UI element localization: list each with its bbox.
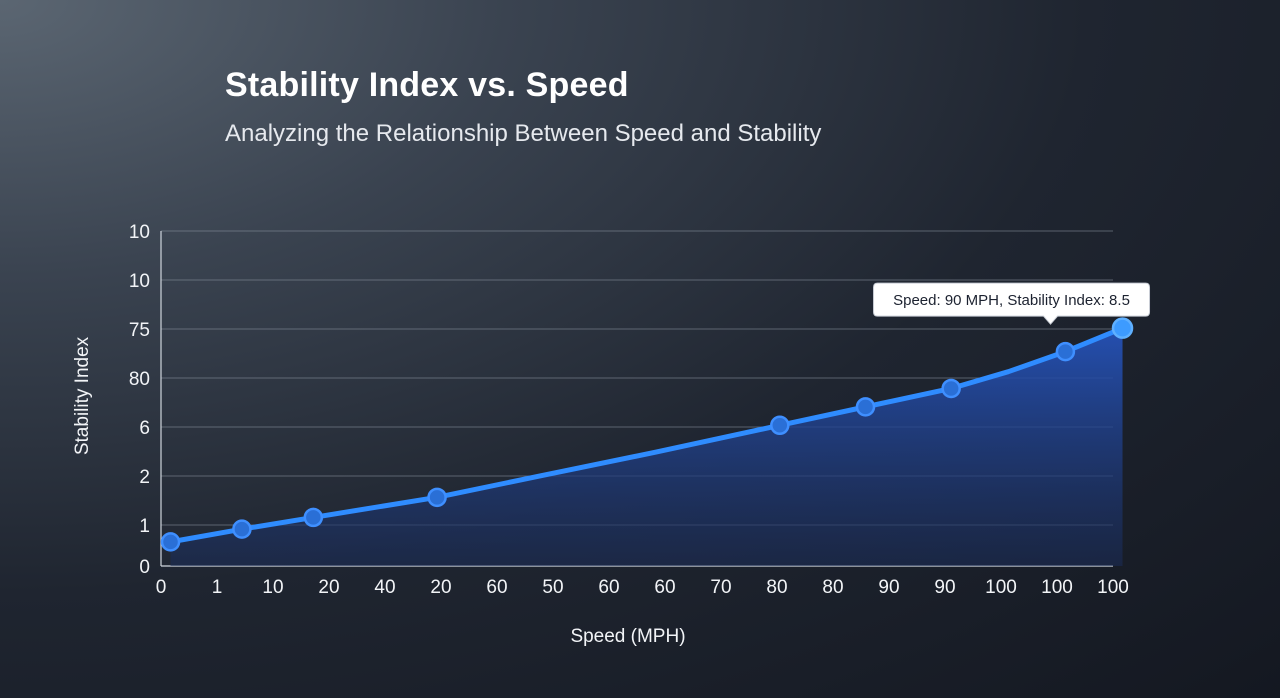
area-fill-group	[170, 328, 1123, 566]
x-tick-label: 80	[766, 577, 787, 598]
data-point	[160, 532, 181, 552]
x-tick-label: 60	[598, 577, 619, 598]
y-tick-label: 0	[139, 557, 150, 578]
data-point	[232, 519, 252, 539]
data-point	[855, 397, 876, 417]
chart-subtitle: Analyzing the Relationship Between Speed…	[225, 120, 822, 147]
data-point	[427, 487, 447, 508]
x-axis-label: Speed (MPH)	[570, 626, 685, 647]
y-tick-label: 1	[139, 516, 150, 537]
x-tick-label: 0	[156, 577, 167, 598]
x-tick-label: 80	[822, 577, 843, 598]
x-tick-label: 40	[374, 577, 395, 598]
x-tick-label: 60	[654, 577, 675, 598]
chart-title: Stability Index vs. Speed	[225, 66, 629, 104]
y-tick-label: 80	[129, 369, 150, 390]
y-tick-label: 10	[129, 271, 150, 292]
tooltip-box	[873, 282, 1151, 325]
x-tick-label: 60	[486, 577, 507, 598]
y-tick-label: 6	[139, 418, 150, 439]
x-tick-label: 100	[1041, 577, 1073, 598]
x-tick-label: 20	[318, 577, 339, 598]
data-point	[770, 415, 790, 436]
data-points	[160, 317, 1134, 552]
y-tick-label: 2	[139, 467, 150, 488]
x-tick-label: 90	[934, 577, 955, 598]
tooltip: Speed: 90 MPH, Stability Index: 8.5	[873, 282, 1151, 325]
data-point	[1055, 341, 1076, 362]
y-axis-label: Stability Index	[72, 336, 93, 455]
y-tick-label: 75	[129, 320, 150, 341]
y-tick-label: 10	[129, 222, 150, 243]
data-point	[303, 507, 324, 528]
x-tick-label: 10	[262, 577, 283, 598]
series-line	[168, 325, 1126, 545]
x-tick-label: 70	[710, 577, 731, 598]
data-point	[941, 378, 961, 399]
x-tick-label: 1	[212, 577, 223, 598]
tooltip-text: Speed: 90 MPH, Stability Index: 8.5	[893, 292, 1130, 309]
x-tick-label: 100	[1097, 577, 1129, 598]
highlighted-data-point	[1111, 317, 1134, 339]
x-tick-label: 90	[878, 577, 899, 598]
series-line-group	[168, 325, 1126, 545]
x-tick-label: 50	[542, 577, 563, 598]
y-axis-ticks: 0 1 2 6 80 75 10 10	[129, 222, 150, 578]
x-tick-label: 100	[985, 577, 1017, 598]
x-tick-label: 20	[430, 577, 451, 598]
x-axis-ticks: 0 1 10 20 40 20 60 50 60 60 70 80 80 90 90 100 100 100	[156, 577, 1129, 598]
area-fill	[170, 328, 1123, 566]
